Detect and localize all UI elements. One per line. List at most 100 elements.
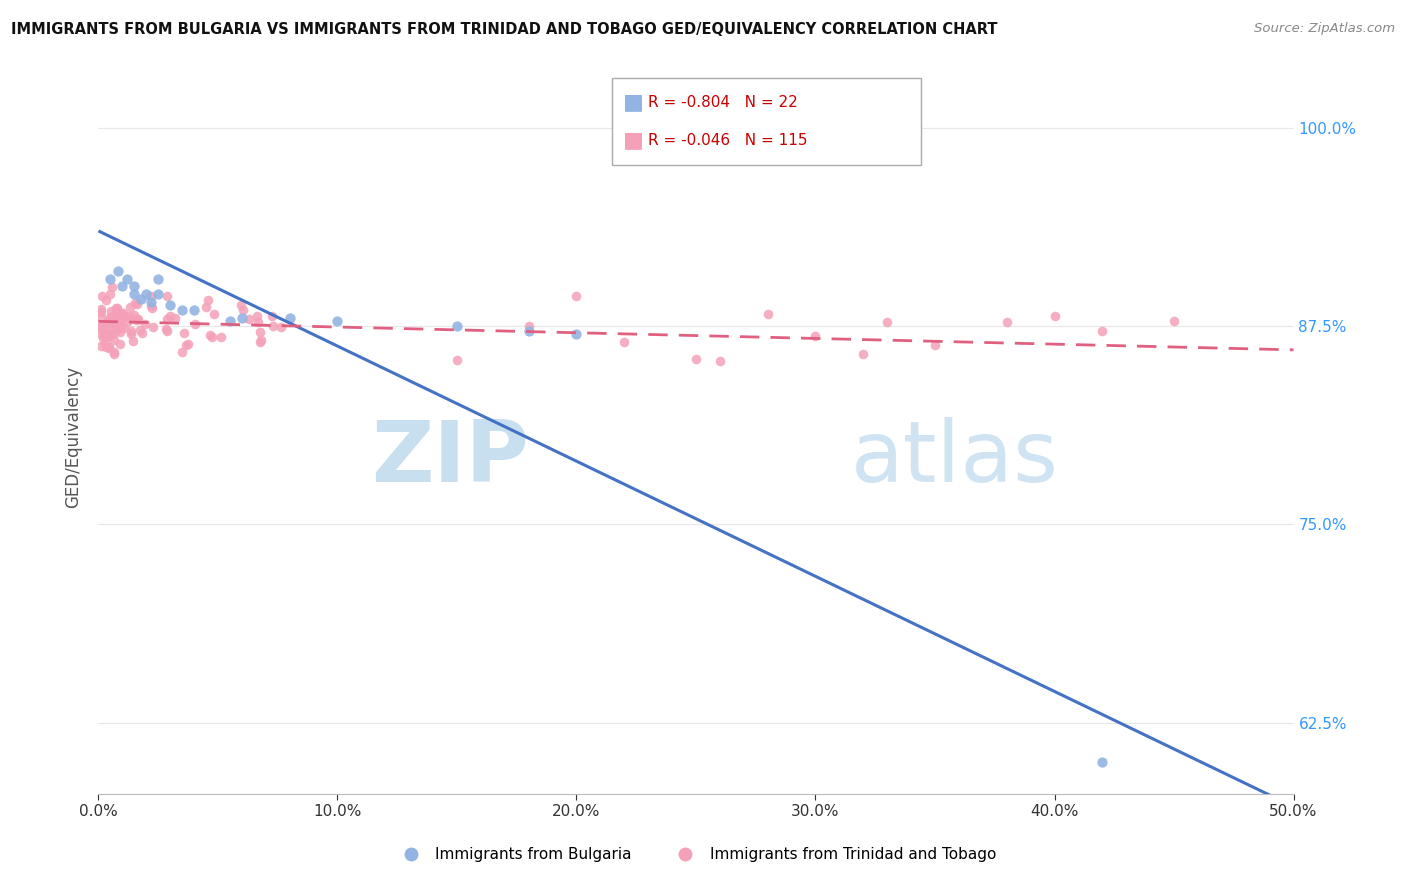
Point xyxy=(105,307,128,321)
Point xyxy=(246,315,269,329)
Point xyxy=(107,301,129,315)
Point xyxy=(517,324,540,338)
Point xyxy=(90,302,112,317)
Point xyxy=(111,279,134,293)
Point xyxy=(446,319,468,334)
Point xyxy=(127,313,149,327)
Point xyxy=(121,334,143,348)
Point xyxy=(1091,755,1114,769)
Text: R = -0.804   N = 22: R = -0.804 N = 22 xyxy=(648,95,799,110)
Point xyxy=(105,301,128,315)
Point xyxy=(165,310,187,325)
Point xyxy=(94,329,117,343)
Point xyxy=(120,326,142,341)
Point xyxy=(156,324,179,338)
Point xyxy=(249,334,271,349)
Point xyxy=(852,347,875,361)
Point xyxy=(93,324,115,338)
Point xyxy=(238,311,260,326)
Point xyxy=(114,309,136,323)
Point xyxy=(91,323,114,337)
Point xyxy=(141,299,163,313)
Point xyxy=(172,303,194,318)
Point xyxy=(924,338,946,352)
Point xyxy=(709,353,731,368)
Point xyxy=(131,292,153,306)
Point xyxy=(249,326,271,340)
Point xyxy=(159,309,181,323)
Point xyxy=(97,321,120,335)
Point xyxy=(250,333,273,347)
Point xyxy=(98,329,121,343)
Text: IMMIGRANTS FROM BULGARIA VS IMMIGRANTS FROM TRINIDAD AND TOBAGO GED/EQUIVALENCY : IMMIGRANTS FROM BULGARIA VS IMMIGRANTS F… xyxy=(11,22,998,37)
Point xyxy=(135,287,157,301)
Point xyxy=(141,319,163,334)
Point xyxy=(565,289,588,303)
Point xyxy=(131,326,153,340)
Text: R = -0.046   N = 115: R = -0.046 N = 115 xyxy=(648,133,807,148)
Point xyxy=(90,320,112,334)
Point xyxy=(1043,310,1066,324)
Point xyxy=(173,326,195,340)
Point xyxy=(194,300,217,314)
Point xyxy=(90,339,112,353)
Point xyxy=(100,326,122,341)
Point xyxy=(197,293,219,307)
Point xyxy=(120,300,142,314)
Point xyxy=(110,314,132,328)
Point xyxy=(100,310,122,324)
Point xyxy=(156,312,179,326)
Point xyxy=(124,279,146,293)
Point xyxy=(263,319,285,334)
Point xyxy=(183,317,205,331)
Point xyxy=(103,345,125,359)
Point xyxy=(139,295,162,310)
Point xyxy=(804,328,827,343)
Point xyxy=(103,333,125,347)
Point xyxy=(101,316,124,330)
Point xyxy=(98,341,121,355)
Point xyxy=(100,310,122,325)
Point xyxy=(107,313,129,327)
Point xyxy=(111,306,134,320)
Point xyxy=(517,319,540,334)
Point xyxy=(127,311,149,326)
Point xyxy=(108,320,131,334)
Point xyxy=(148,271,170,285)
Point xyxy=(200,328,222,343)
Point xyxy=(174,338,197,352)
Point xyxy=(105,323,128,337)
Point xyxy=(104,310,127,325)
Text: ■: ■ xyxy=(623,92,644,112)
Point xyxy=(105,305,128,319)
Point xyxy=(96,316,118,330)
Point xyxy=(107,318,129,332)
Point xyxy=(91,289,114,303)
Point xyxy=(183,303,205,318)
Point xyxy=(103,347,125,361)
Point xyxy=(98,329,121,343)
Point xyxy=(124,295,146,310)
Point xyxy=(98,286,121,301)
Point xyxy=(90,310,112,324)
Point xyxy=(108,337,131,351)
Point xyxy=(94,335,117,350)
Point xyxy=(995,315,1018,329)
Point xyxy=(232,302,254,317)
Point xyxy=(94,340,117,354)
Y-axis label: GED/Equivalency: GED/Equivalency xyxy=(63,366,82,508)
Point xyxy=(209,330,232,344)
Point xyxy=(176,336,198,351)
Point xyxy=(565,326,588,341)
Text: ZIP: ZIP xyxy=(371,417,529,500)
Point xyxy=(231,311,253,326)
Point xyxy=(118,309,141,323)
Point xyxy=(98,271,122,285)
Point xyxy=(117,315,139,329)
Point xyxy=(124,311,146,326)
Point xyxy=(105,304,128,318)
Legend: Immigrants from Bulgaria, Immigrants from Trinidad and Tobago: Immigrants from Bulgaria, Immigrants fro… xyxy=(389,841,1002,868)
Point xyxy=(141,301,163,316)
Point xyxy=(110,305,132,319)
Point xyxy=(260,309,283,323)
